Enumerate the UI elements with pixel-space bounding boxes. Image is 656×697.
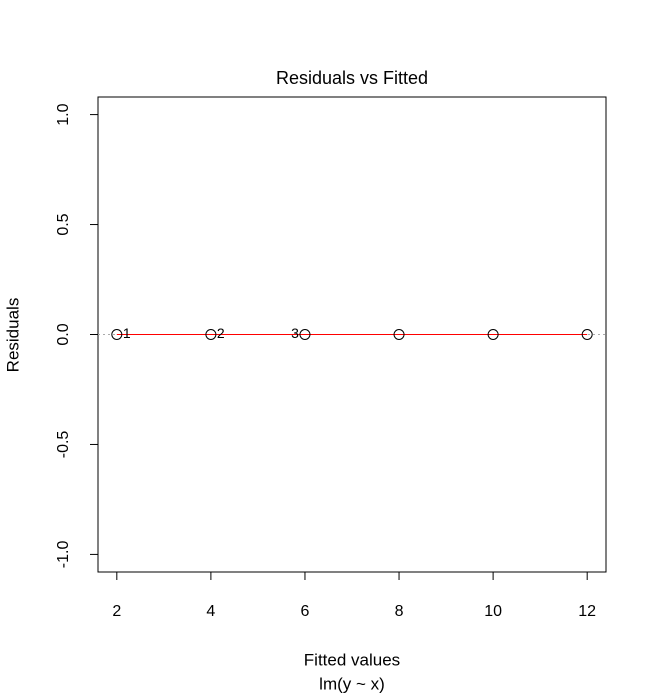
point <box>393 329 405 340</box>
x-axis-label: Fitted values <box>304 650 400 669</box>
y-tick-label: 0.0 <box>55 323 72 345</box>
y-tick-label: -0.5 <box>55 431 72 459</box>
x-tick-label: 12 <box>578 603 596 620</box>
point <box>299 329 311 340</box>
point <box>581 329 593 340</box>
point-label: 3 <box>291 325 299 341</box>
x-tick-label: 10 <box>484 603 502 620</box>
point <box>487 329 499 340</box>
y-tick-label: 0.5 <box>55 213 72 235</box>
x-tick-label: 6 <box>301 603 310 620</box>
chart-title: Residuals vs Fitted <box>276 68 428 88</box>
y-axis-label: Residuals <box>3 298 22 373</box>
x-tick-label: 2 <box>112 603 121 620</box>
x-tick-label: 4 <box>206 603 215 620</box>
point <box>205 329 217 340</box>
point-label: 2 <box>217 325 225 341</box>
point-label: 1 <box>123 325 131 341</box>
point <box>111 329 123 340</box>
y-tick-label: 1.0 <box>55 103 72 125</box>
x-tick-label: 8 <box>395 603 404 620</box>
y-tick-label: -1.0 <box>55 541 72 569</box>
subtitle: lm(y ~ x) <box>319 674 385 693</box>
